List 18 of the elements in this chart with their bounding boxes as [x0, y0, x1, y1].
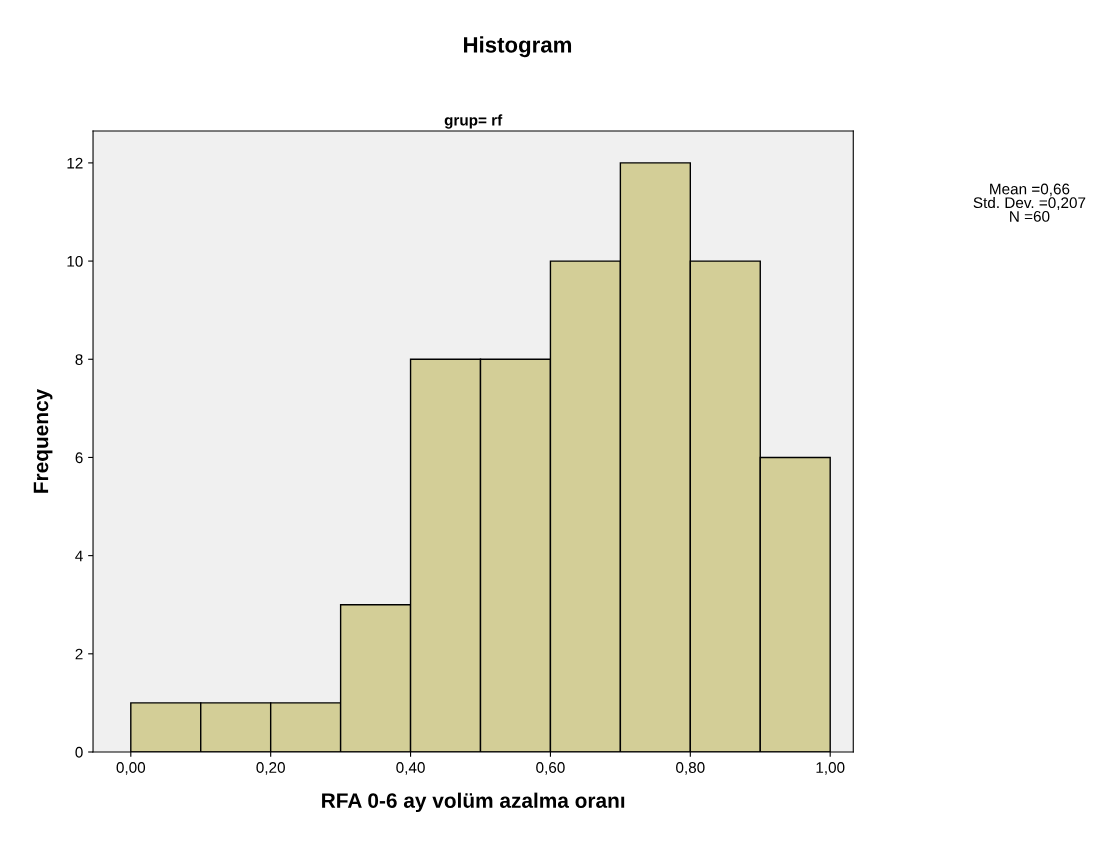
chart-subtitle: grup= rf: [444, 114, 503, 129]
y-tick-label: 10: [67, 255, 83, 267]
x-tick-label: 0,00: [116, 762, 146, 775]
y-tick-label: 12: [67, 157, 83, 169]
x-axis-title: RFA 0-6 ay volüm azalma oranı: [322, 792, 625, 813]
y-tick-label: 0: [75, 746, 83, 758]
x-tick-label: 0,80: [676, 762, 705, 775]
y-tick-label: 6: [75, 452, 83, 464]
x-tick-label: 0,40: [396, 762, 425, 775]
x-tick-label: 1,00: [816, 762, 845, 775]
x-tick-label: 0,20: [256, 762, 285, 775]
y-tick-label: 4: [75, 550, 83, 562]
text: Mean =0,66 Std. Dev. =0,207 N =60: [973, 183, 1086, 222]
y-tick-label: 8: [75, 354, 83, 365]
y-tick-label: 2: [75, 648, 83, 660]
chart-title: Histogram: [464, 36, 572, 58]
y-axis-title: Frequency: [33, 388, 53, 493]
x-tick-label: 0,60: [536, 762, 565, 775]
